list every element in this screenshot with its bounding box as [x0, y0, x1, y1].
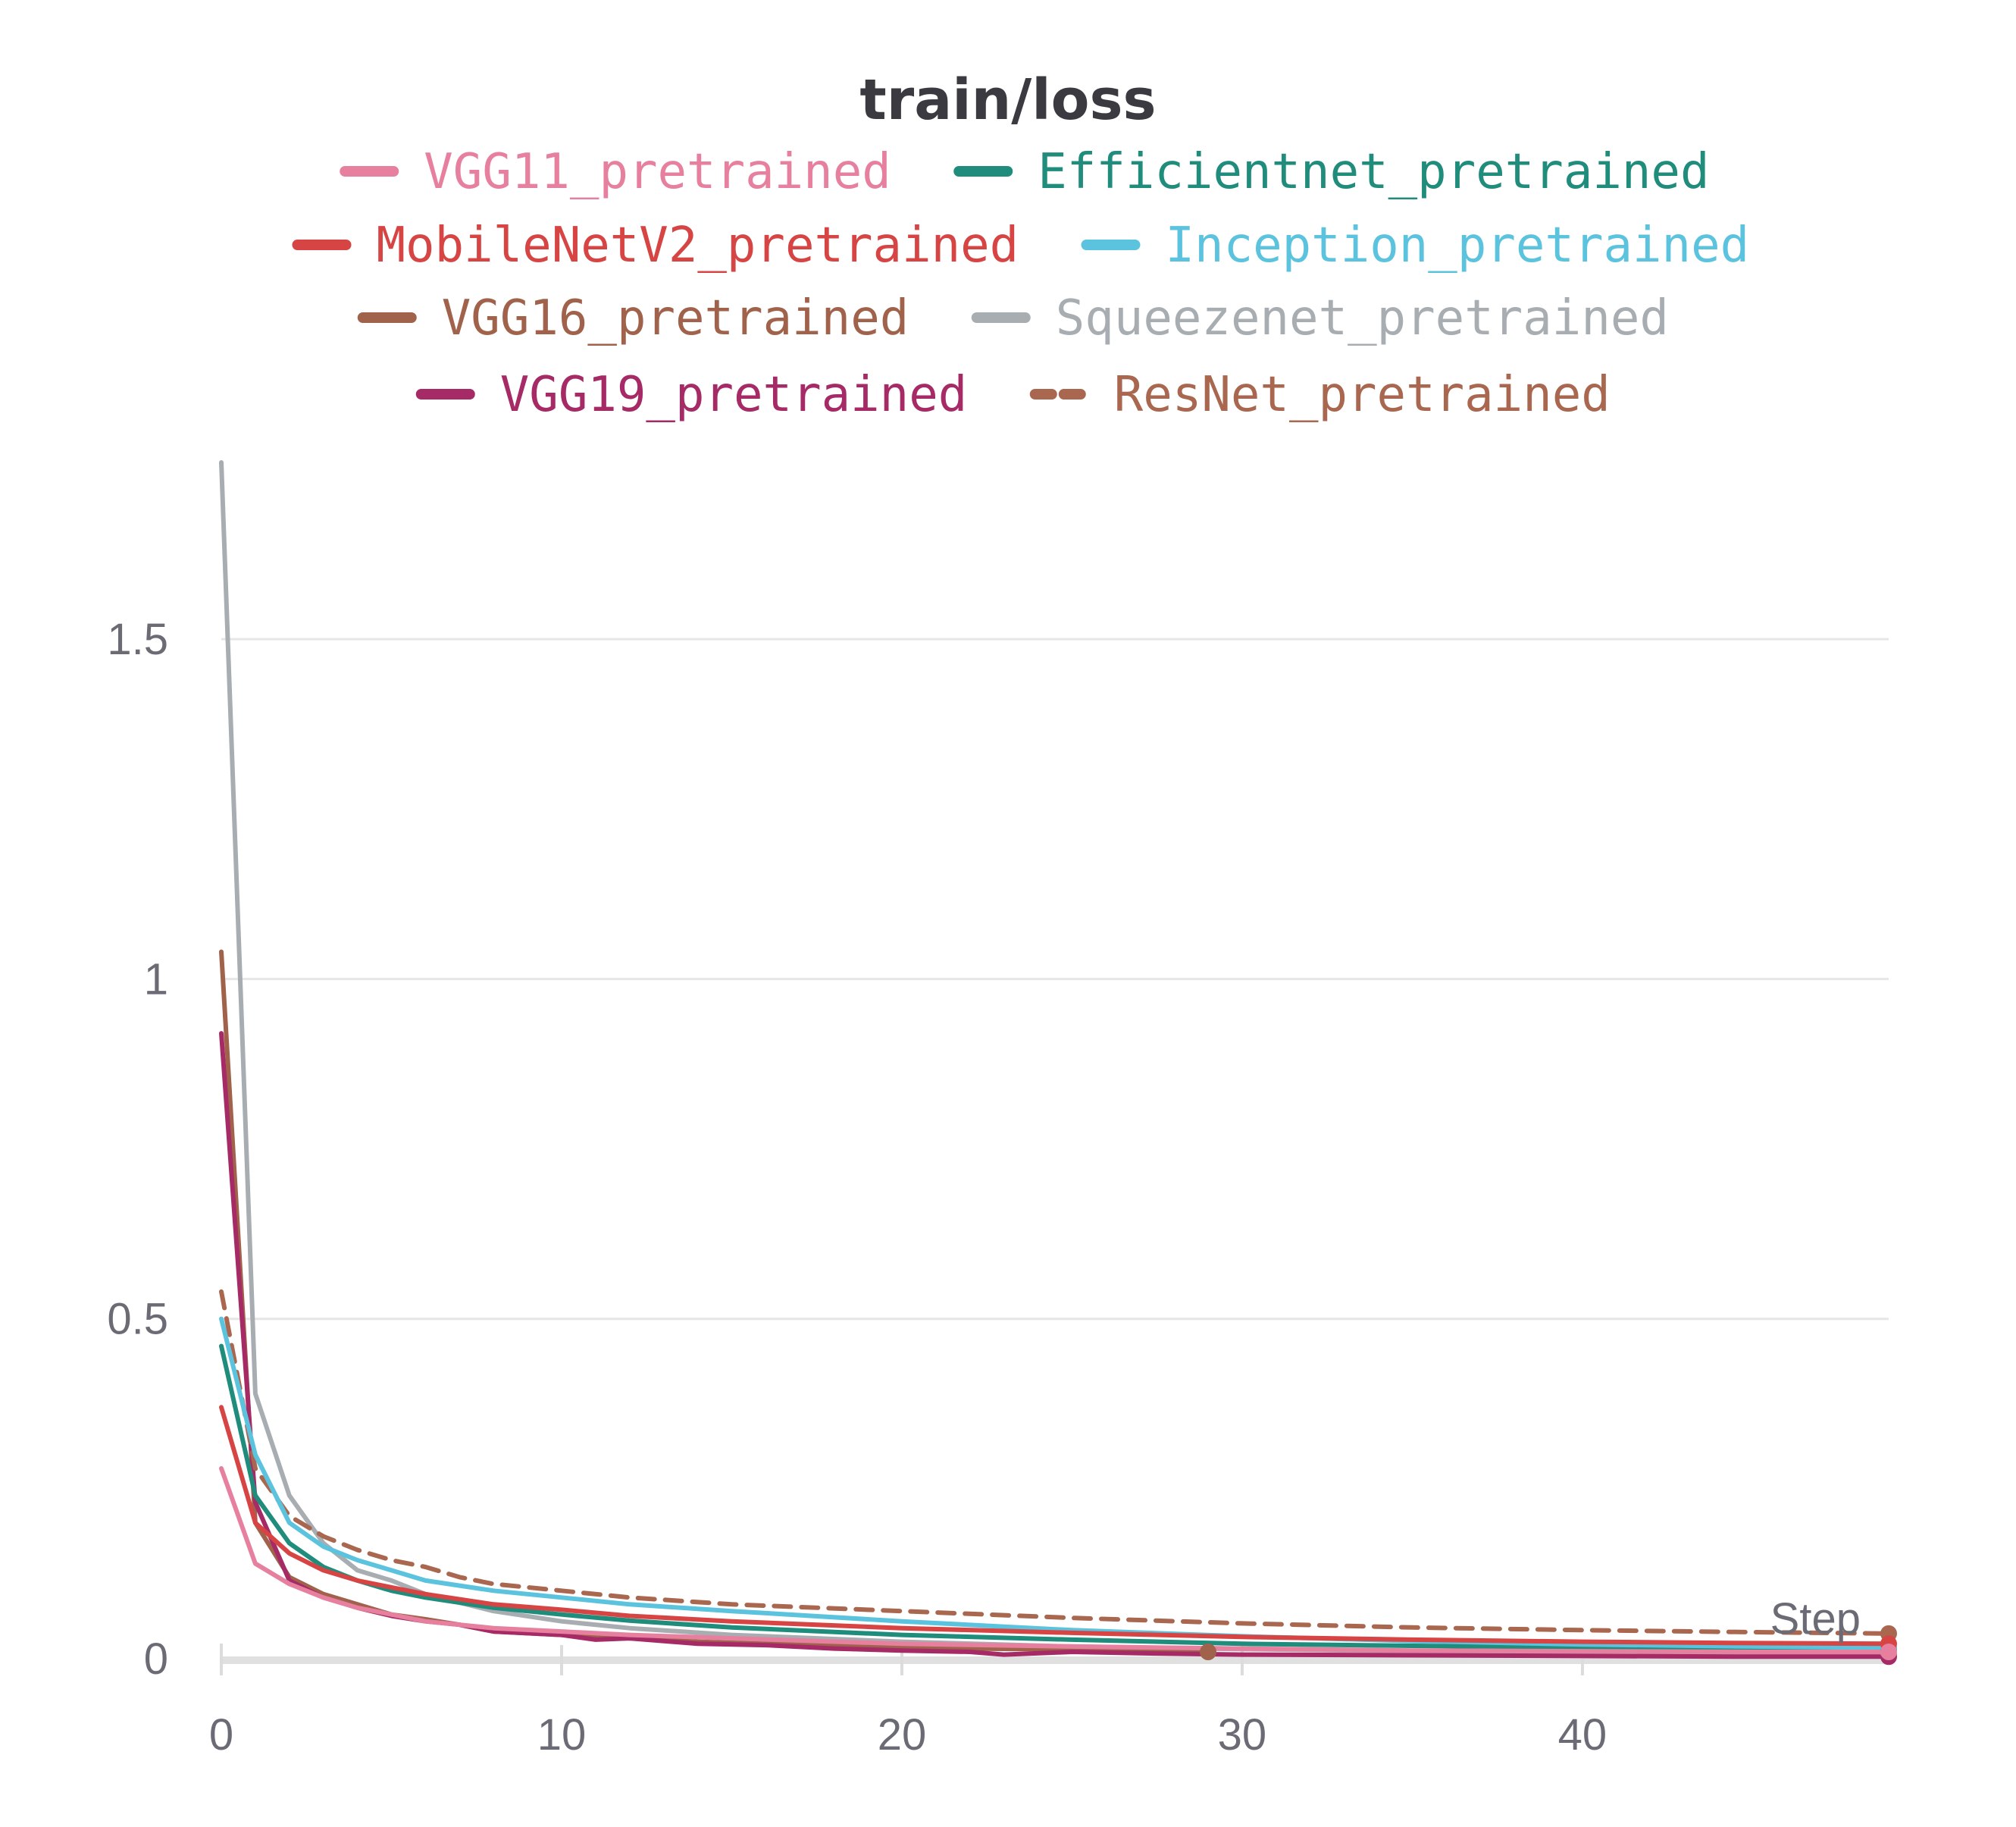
legend-item-vgg11-pretrained: VGG11_pretrained [340, 144, 891, 200]
series-endpoints [1200, 1625, 1897, 1666]
series-lines [219, 460, 1891, 1659]
legend-item-squeezenet-pretrained: Squeezenet_pretrained [971, 290, 1669, 346]
series-line-vgg16-pretrained [219, 949, 1210, 1654]
grid-lines: 0 0.5 1 1.5 [107, 615, 1889, 1684]
legend-label: MobileNetV2_pretrained [377, 218, 1019, 274]
y-tick-label: 0.5 [107, 1295, 168, 1344]
series-line-efficientnet-pretrained [219, 1343, 1891, 1652]
legend-label: Efficientnet_pretrained [1038, 144, 1709, 200]
legend-item-resnet-pretrained: ResNet_pretrained [1029, 367, 1611, 423]
legend-label: VGG16_pretrained [442, 290, 909, 346]
x-tick-label: 10 [537, 1710, 587, 1760]
x-tick-label: 20 [878, 1710, 927, 1760]
chart-title: train/loss [859, 67, 1156, 133]
series-line-squeezenet-pretrained [219, 460, 1891, 1656]
x-axis-label: Step [1770, 1594, 1861, 1644]
legend-label: VGG11_pretrained [424, 144, 891, 200]
legend-label: ResNet_pretrained [1114, 367, 1611, 423]
series-line-vgg11-pretrained [219, 1466, 1891, 1654]
y-tick-label: 1.5 [107, 615, 168, 664]
series-line-vgg19-pretrained [219, 1031, 1891, 1659]
legend-item-vgg16-pretrained: VGG16_pretrained [357, 290, 909, 346]
x-tick-label: 40 [1558, 1710, 1607, 1760]
legend-item-vgg19-pretrained: VGG19_pretrained [415, 367, 968, 423]
series-line-inception-pretrained [219, 1316, 1891, 1650]
y-tick-label: 1 [144, 954, 168, 1004]
endpoint-vgg11-pretrained [1880, 1644, 1897, 1661]
legend-label: VGG19_pretrained [500, 367, 968, 423]
y-tick-label: 0 [144, 1634, 168, 1684]
legend-item-efficientnet-pretrained: Efficientnet_pretrained [953, 144, 1709, 200]
legend-item-mobilenetv2-pretrained: MobileNetV2_pretrained [292, 218, 1019, 274]
legend-item-inception-pretrained: Inception_pretrained [1081, 218, 1750, 274]
x-tick-label: 30 [1218, 1710, 1267, 1760]
legend-label: Inception_pretrained [1166, 218, 1750, 274]
chart-legend: VGG11_pretrained Efficientnet_pretrained M… [292, 144, 1750, 423]
series-line-resnet-pretrained [219, 1289, 1891, 1636]
axes: 0 10 20 30 40 [209, 1644, 1889, 1760]
series-line-mobilenetv2-pretrained [219, 1405, 1891, 1647]
x-tick-label: 0 [209, 1710, 233, 1760]
endpoint-vgg16-pretrained [1200, 1644, 1217, 1661]
legend-label: Squeezenet_pretrained [1056, 290, 1669, 346]
